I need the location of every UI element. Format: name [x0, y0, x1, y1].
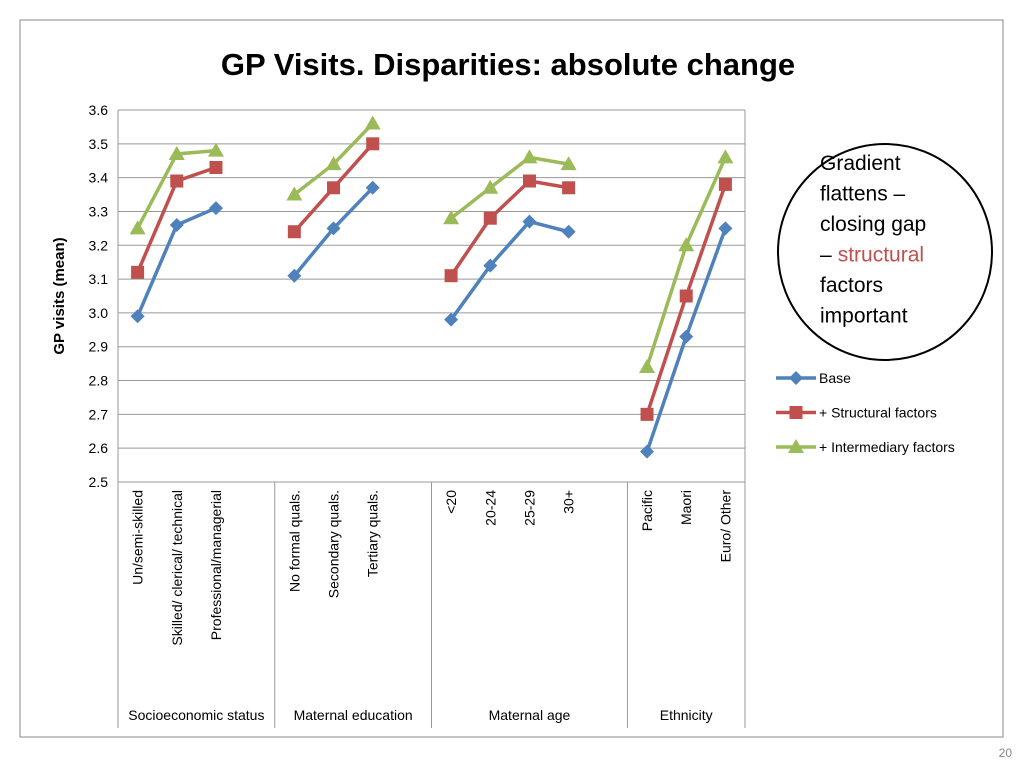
y-axis-label: GP visits (mean)	[51, 237, 68, 354]
x-tick-label: Pacific	[639, 490, 655, 531]
annotation-text: Gradient	[820, 152, 901, 175]
data-point	[718, 221, 733, 236]
data-point	[561, 224, 576, 239]
data-point	[679, 289, 693, 303]
data-point	[286, 186, 303, 201]
data-point	[130, 309, 145, 324]
annotation-line: flattens –	[820, 183, 906, 206]
y-tick-label: 3.6	[89, 102, 109, 118]
x-tick-label: 30+	[561, 490, 577, 514]
x-tick-label: Euro/ Other	[717, 490, 733, 563]
chart-title: GP Visits. Disparities: absolute change	[221, 47, 795, 82]
data-point	[560, 156, 577, 171]
x-tick-label: Tertiary quals.	[365, 490, 381, 577]
data-point	[365, 180, 380, 195]
data-point	[444, 269, 458, 283]
annotation-text: important	[820, 305, 908, 328]
y-tick-label: 2.9	[89, 339, 109, 355]
annotation-ellipse	[777, 143, 993, 361]
legend-label: + Intermediary factors	[819, 439, 955, 455]
data-point	[170, 174, 184, 188]
data-point	[483, 211, 497, 225]
y-tick-label: 2.6	[89, 440, 109, 456]
y-tick-label: 2.8	[89, 373, 109, 389]
data-point	[287, 268, 302, 283]
data-point	[640, 444, 655, 459]
annotation-line: Gradient	[820, 152, 901, 175]
group-label: Maternal age	[489, 707, 571, 723]
data-point	[129, 220, 146, 235]
annotation-text: factors	[820, 274, 883, 297]
y-tick-label: 3.4	[89, 170, 109, 186]
data-point	[325, 156, 342, 171]
data-point	[717, 149, 734, 164]
data-point	[208, 201, 223, 216]
group-label: Socioeconomic status	[128, 707, 264, 723]
data-point	[209, 160, 223, 174]
data-point	[364, 115, 381, 130]
annotation-text: closing gap	[820, 213, 926, 236]
data-point	[366, 137, 380, 151]
page-number: 20	[999, 746, 1013, 760]
y-tick-label: 3.0	[89, 305, 109, 321]
x-tick-label: No formal quals.	[286, 490, 302, 592]
y-tick-label: 2.7	[89, 406, 109, 422]
data-point	[562, 181, 576, 195]
annotation-text: structural	[838, 244, 924, 267]
data-point	[639, 359, 656, 374]
legend-marker	[788, 439, 804, 453]
legend-label: + Structural factors	[819, 405, 937, 421]
y-tick-label: 3.5	[89, 136, 109, 152]
data-point	[169, 217, 184, 232]
data-point	[443, 210, 460, 225]
legend-label: Base	[819, 370, 851, 386]
data-point	[207, 142, 224, 157]
y-tick-label: 3.1	[89, 271, 109, 287]
chart-border	[19, 19, 1004, 738]
y-tick-label: 3.3	[89, 203, 109, 219]
data-point	[678, 237, 695, 252]
annotation-line: important	[820, 305, 908, 328]
x-tick-label: Secondary quals.	[326, 490, 342, 598]
x-tick-label: Maori	[678, 490, 694, 525]
data-point	[640, 407, 654, 421]
x-tick-label: Un/semi-skilled	[130, 490, 146, 585]
annotation-line: closing gap	[820, 213, 926, 236]
data-point	[522, 214, 537, 229]
legend-marker	[789, 371, 803, 385]
data-point	[168, 145, 185, 160]
y-tick-label: 2.5	[89, 474, 109, 490]
data-point	[326, 221, 341, 236]
data-point	[287, 225, 301, 239]
data-point	[521, 149, 538, 164]
x-tick-label: <20	[443, 490, 459, 514]
data-point	[482, 179, 499, 194]
annotation-line: factors	[820, 274, 883, 297]
data-point	[327, 181, 341, 195]
x-tick-label: Professional/managerial	[208, 490, 224, 640]
x-tick-label: 20-24	[482, 490, 498, 526]
data-point	[131, 265, 145, 279]
data-point	[483, 258, 498, 273]
annotation-text: flattens –	[820, 183, 906, 206]
data-point	[522, 174, 536, 188]
annotation-text: –	[820, 244, 832, 267]
y-tick-label: 3.2	[89, 237, 109, 253]
legend-marker	[789, 406, 803, 419]
data-point	[679, 329, 694, 344]
data-point	[718, 177, 732, 191]
annotation-line: – structural	[820, 244, 924, 267]
x-tick-label: 25-29	[521, 490, 537, 526]
data-point	[444, 312, 459, 327]
x-tick-label: Skilled/ clerical/ technical	[169, 490, 185, 646]
group-label: Ethnicity	[660, 707, 713, 723]
group-label: Maternal education	[294, 707, 413, 723]
